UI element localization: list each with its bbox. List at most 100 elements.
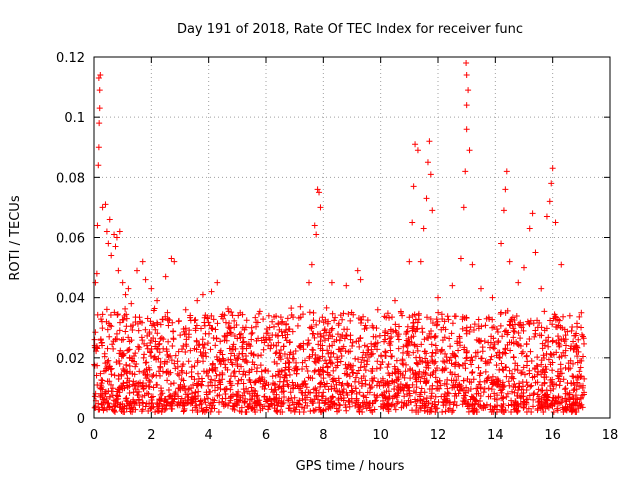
data-point [327, 354, 334, 361]
data-point [432, 342, 439, 349]
data-point [550, 408, 557, 415]
data-point [307, 408, 314, 415]
data-point [441, 380, 448, 387]
data-point [250, 352, 257, 359]
data-point [403, 331, 410, 338]
data-point [558, 399, 565, 406]
data-point [523, 386, 530, 393]
data-point [224, 305, 231, 312]
data-point [158, 408, 165, 415]
data-point [535, 386, 542, 393]
data-point [326, 343, 333, 350]
data-point [429, 207, 436, 214]
data-point [541, 308, 548, 315]
data-point [241, 399, 248, 406]
data-point [329, 342, 336, 349]
data-point [99, 204, 106, 211]
data-point [423, 395, 430, 402]
data-point [95, 144, 102, 151]
data-point [254, 319, 261, 326]
data-point [389, 314, 396, 321]
data-point [227, 395, 234, 402]
data-point [508, 397, 515, 404]
data-point [275, 332, 282, 339]
data-point [466, 147, 473, 154]
data-point [414, 347, 421, 354]
data-point [203, 404, 210, 411]
data-point [363, 399, 370, 406]
data-point [136, 396, 143, 403]
data-point [305, 337, 312, 344]
data-point [524, 382, 531, 389]
data-point [505, 402, 512, 409]
data-point [317, 407, 324, 414]
data-point [335, 375, 342, 382]
data-point [222, 333, 229, 340]
data-point [544, 397, 551, 404]
data-point [238, 404, 245, 411]
data-point [338, 352, 345, 359]
data-point [360, 349, 367, 356]
data-point [477, 403, 484, 410]
data-point [381, 389, 388, 396]
data-point [309, 398, 316, 405]
data-point [499, 366, 506, 373]
data-point [529, 210, 536, 217]
data-point [514, 400, 521, 407]
data-point [158, 385, 165, 392]
data-point [97, 72, 104, 79]
data-point [279, 318, 286, 325]
data-point [507, 347, 514, 354]
data-point [112, 243, 119, 250]
data-point [469, 357, 476, 364]
data-point [462, 397, 469, 404]
data-point [485, 393, 492, 400]
data-point [157, 397, 164, 404]
data-point [565, 366, 572, 373]
data-point [325, 335, 332, 342]
data-point [280, 378, 287, 385]
data-point [373, 382, 380, 389]
data-point [532, 365, 539, 372]
data-point [346, 373, 353, 380]
data-point [330, 367, 337, 374]
data-point [501, 328, 508, 335]
data-point [506, 258, 513, 265]
x-axis-label: GPS time / hours [296, 459, 405, 474]
data-point [578, 373, 585, 380]
data-point [491, 345, 498, 352]
data-point [412, 141, 419, 148]
data-point [272, 372, 279, 379]
data-point [345, 310, 352, 317]
data-point [174, 401, 181, 408]
data-point [423, 398, 430, 405]
data-point [332, 364, 339, 371]
data-point [357, 364, 364, 371]
data-point [340, 386, 347, 393]
data-point [122, 328, 129, 335]
data-point [464, 375, 471, 382]
data-point [329, 333, 336, 340]
data-point [308, 261, 315, 268]
data-point [418, 341, 425, 348]
y-tick-label: 0.06 [56, 232, 85, 247]
data-point [136, 368, 143, 375]
data-point [432, 408, 439, 415]
data-point [334, 356, 341, 363]
data-point [413, 378, 420, 385]
data-point [120, 366, 127, 373]
data-point [289, 355, 296, 362]
data-point [576, 313, 583, 320]
data-point [101, 405, 108, 412]
data-point [197, 348, 204, 355]
data-point [187, 314, 194, 321]
data-point [169, 319, 176, 326]
data-point [413, 407, 419, 414]
data-point [451, 371, 458, 378]
data-point [413, 354, 420, 361]
data-point [217, 347, 224, 354]
data-point [116, 357, 123, 364]
data-point [568, 408, 575, 415]
data-point [274, 408, 281, 415]
data-point [491, 395, 498, 402]
